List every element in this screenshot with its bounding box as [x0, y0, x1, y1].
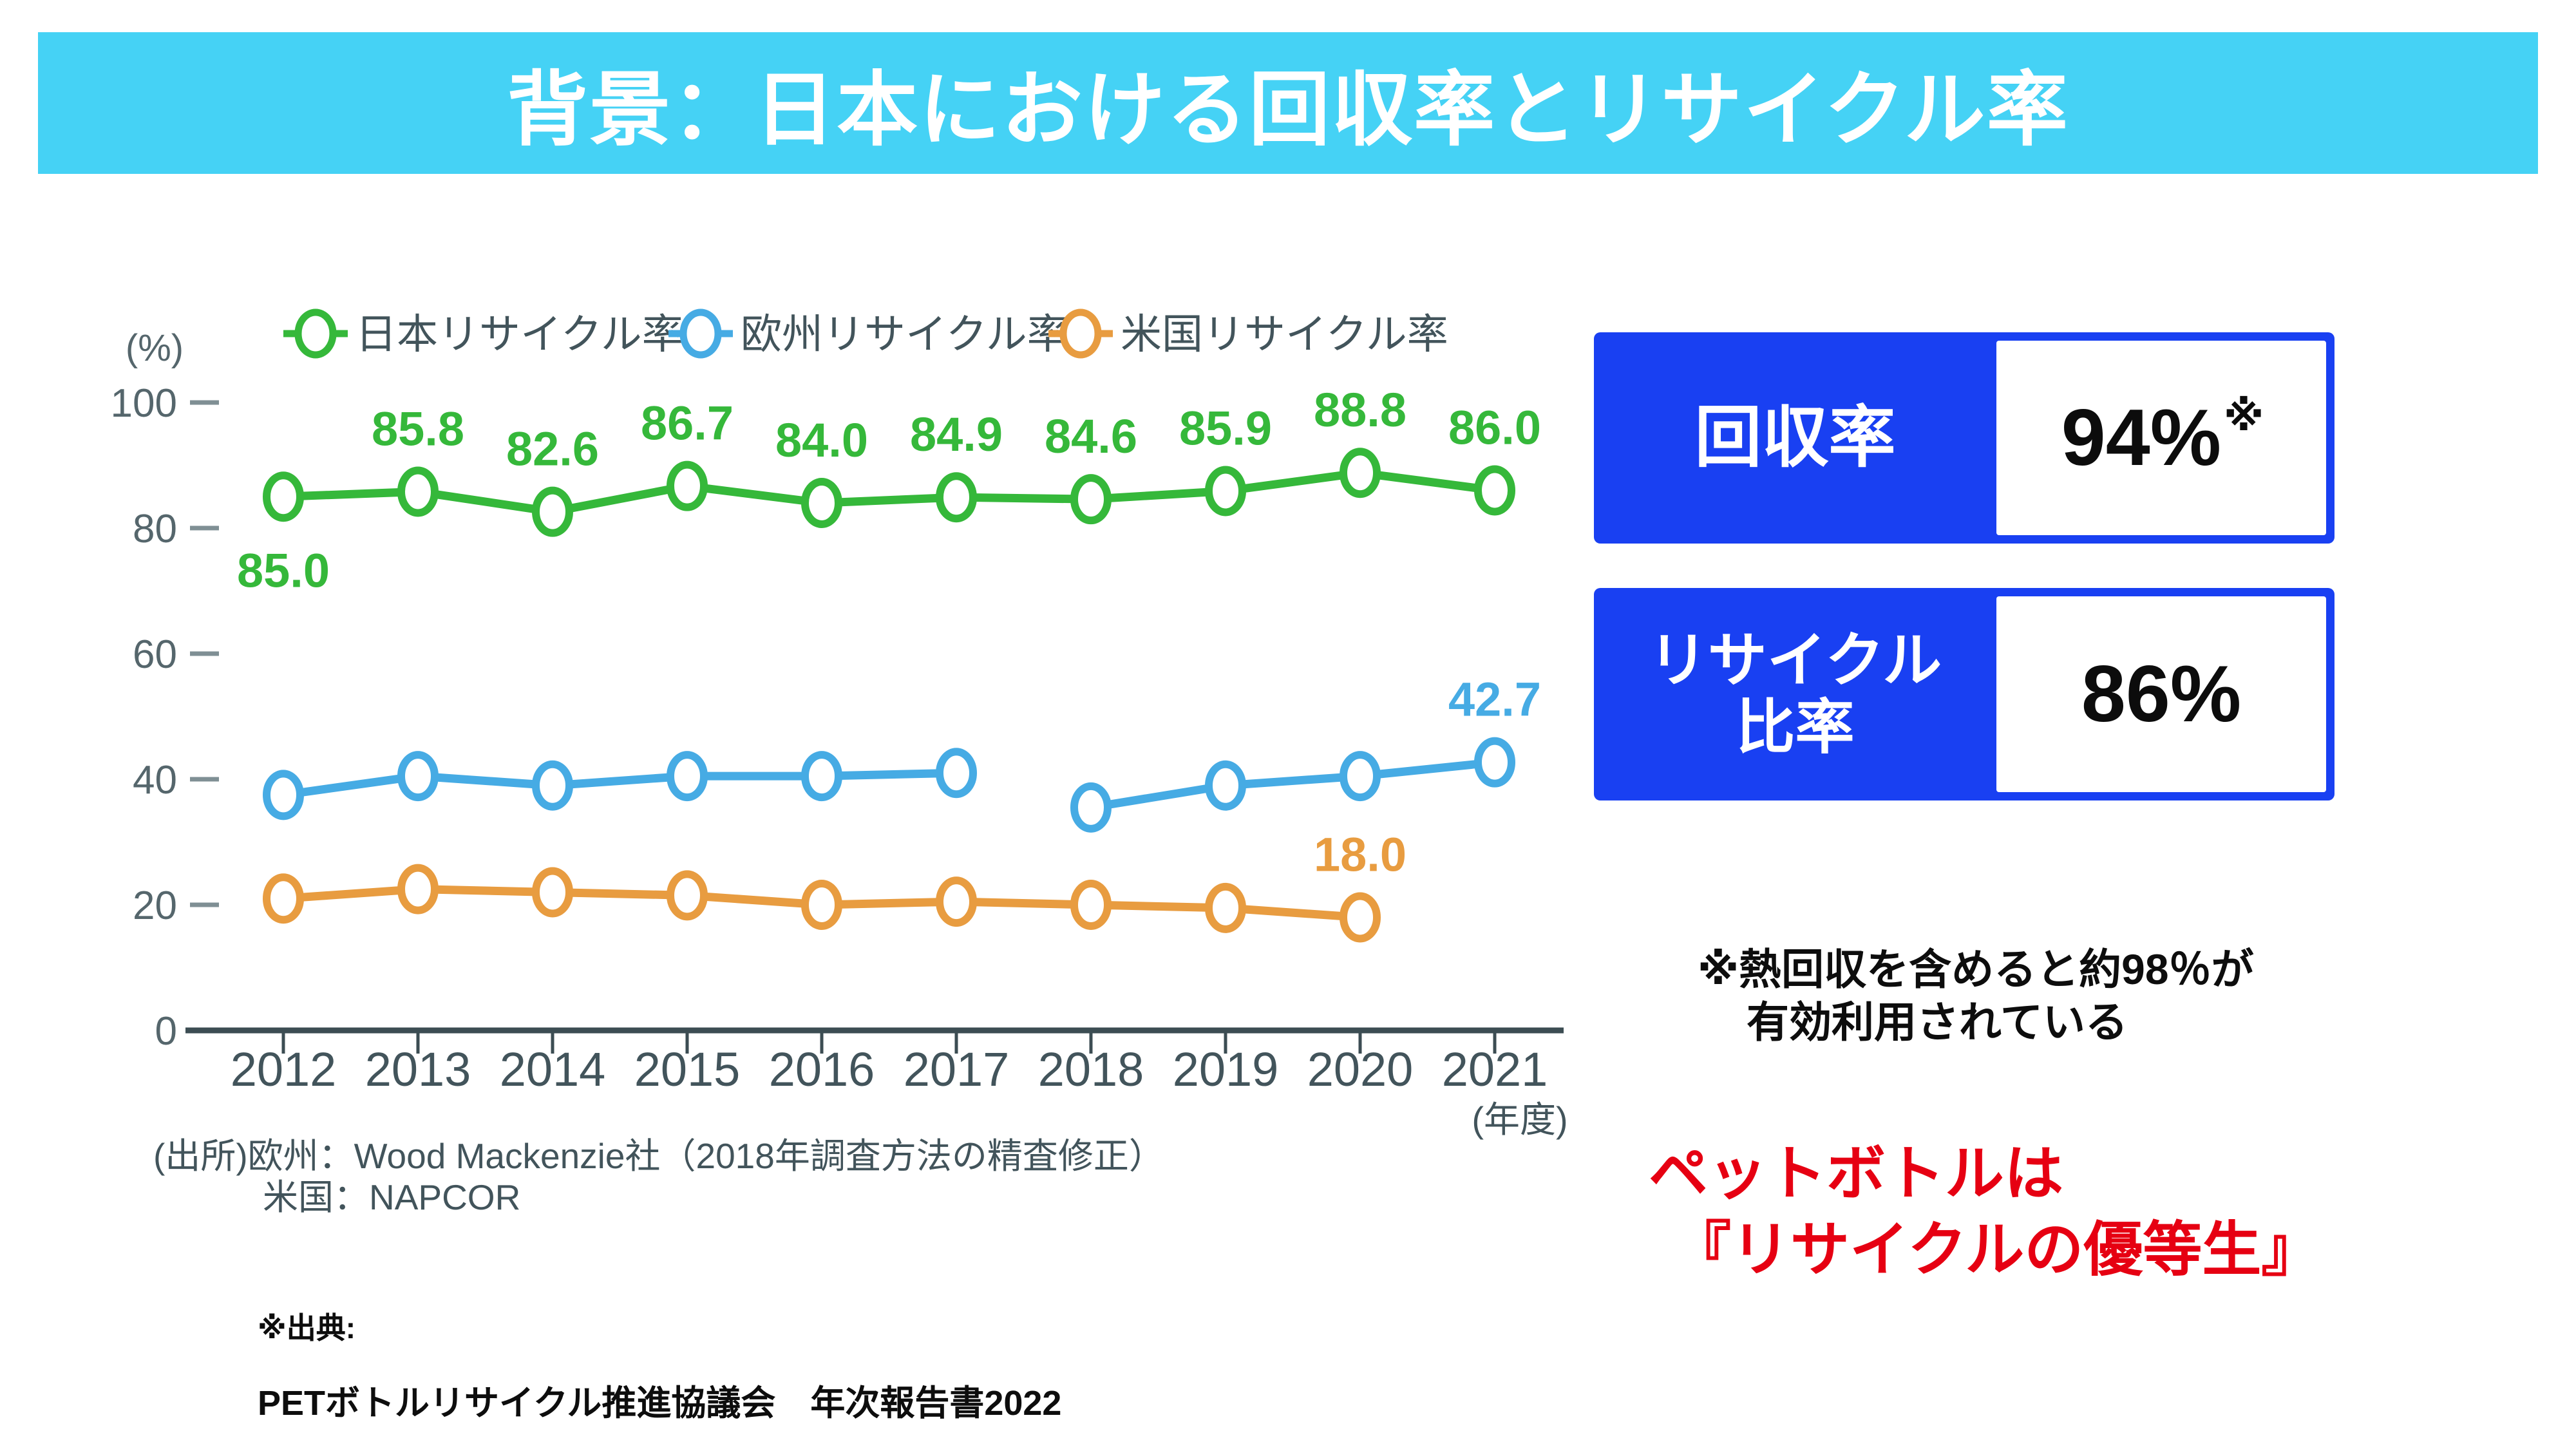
svg-text:100: 100 — [111, 381, 177, 426]
svg-text:18.0: 18.0 — [1314, 828, 1406, 882]
svg-text:2013: 2013 — [365, 1043, 471, 1096]
svg-text:40: 40 — [133, 758, 177, 802]
highlight-line-1: ペットボトルは — [1649, 1141, 2064, 1207]
citation-heading: ※出典: — [258, 1311, 356, 1345]
svg-text:2019: 2019 — [1173, 1043, 1279, 1096]
citation-source: PETボトルリサイクル推進協議会 年次報告書2022 — [258, 1384, 1062, 1423]
recycle-ratio-number: 86% — [2081, 650, 2242, 739]
svg-text:42.7: 42.7 — [1448, 673, 1541, 726]
svg-text:80: 80 — [133, 507, 177, 551]
svg-text:85.9: 85.9 — [1179, 401, 1272, 455]
svg-text:82.6: 82.6 — [506, 422, 599, 476]
svg-text:60: 60 — [133, 632, 177, 677]
source-line-2: 米国：NAPCOR — [263, 1177, 521, 1217]
collection-rate-number: 94% — [2061, 393, 2221, 482]
svg-text:2018: 2018 — [1038, 1043, 1144, 1096]
collection-rate-value: 94% ※ — [1996, 341, 2326, 535]
footnote-line-2: 有効利用されている — [1747, 998, 2128, 1046]
page-title: 背景：日本における回収率とリサイクル率 — [507, 64, 2069, 155]
svg-text:(年度): (年度) — [1472, 1099, 1567, 1140]
recycle-ratio-box: リサイクル 比率 86% — [1594, 588, 2334, 800]
svg-text:20: 20 — [133, 884, 177, 928]
collection-rate-box: 回収率 94% ※ — [1594, 332, 2334, 544]
recycle-ratio-value: 86% — [1996, 596, 2326, 792]
svg-text:2012: 2012 — [231, 1043, 337, 1096]
title-banner: 背景：日本における回収率とリサイクル率 — [38, 32, 2538, 174]
footnote-line-1: ※熱回収を含めると約98％が — [1698, 945, 2254, 993]
recycle-ratio-label: リサイクル 比率 — [1648, 628, 1942, 761]
svg-text:2020: 2020 — [1307, 1043, 1414, 1096]
source-line-1: (出所)欧州：Wood Mackenzie社（2018年調査方法の精査修正） — [153, 1136, 1164, 1176]
collection-rate-footnote-mark: ※ — [2223, 392, 2264, 439]
svg-text:2021: 2021 — [1442, 1043, 1548, 1096]
svg-text:2017: 2017 — [904, 1043, 1010, 1096]
svg-text:2016: 2016 — [769, 1043, 875, 1096]
collection-rate-label: 回収率 — [1694, 401, 1896, 475]
svg-text:85.8: 85.8 — [372, 402, 464, 455]
svg-text:日本リサイクル率: 日本リサイクル率 — [355, 311, 683, 357]
svg-text:85.0: 85.0 — [237, 544, 330, 597]
svg-text:84.6: 84.6 — [1045, 410, 1137, 463]
svg-text:2015: 2015 — [634, 1043, 741, 1096]
recycle-rate-line-chart: (%) 0 20 40 60 80 100 2012 2013 2014 2015 2016 2017 2… — [111, 308, 1568, 1140]
highlight-line-2: 『リサイクルの優等生』 — [1672, 1217, 2321, 1283]
svg-text:欧州リサイクル率: 欧州リサイクル率 — [741, 311, 1068, 357]
svg-text:84.0: 84.0 — [775, 413, 868, 467]
svg-text:(%): (%) — [126, 327, 184, 369]
svg-text:米国リサイクル率: 米国リサイクル率 — [1121, 311, 1448, 357]
svg-text:84.9: 84.9 — [910, 408, 1003, 461]
svg-text:86.0: 86.0 — [1448, 401, 1541, 455]
svg-text:0: 0 — [155, 1009, 177, 1054]
svg-text:86.7: 86.7 — [641, 397, 734, 450]
svg-text:2014: 2014 — [500, 1043, 606, 1096]
chart-source-note: (出所)欧州：Wood Mackenzie社（2018年調査方法の精査修正） 米… — [153, 1135, 1164, 1218]
svg-text:88.8: 88.8 — [1314, 383, 1406, 437]
